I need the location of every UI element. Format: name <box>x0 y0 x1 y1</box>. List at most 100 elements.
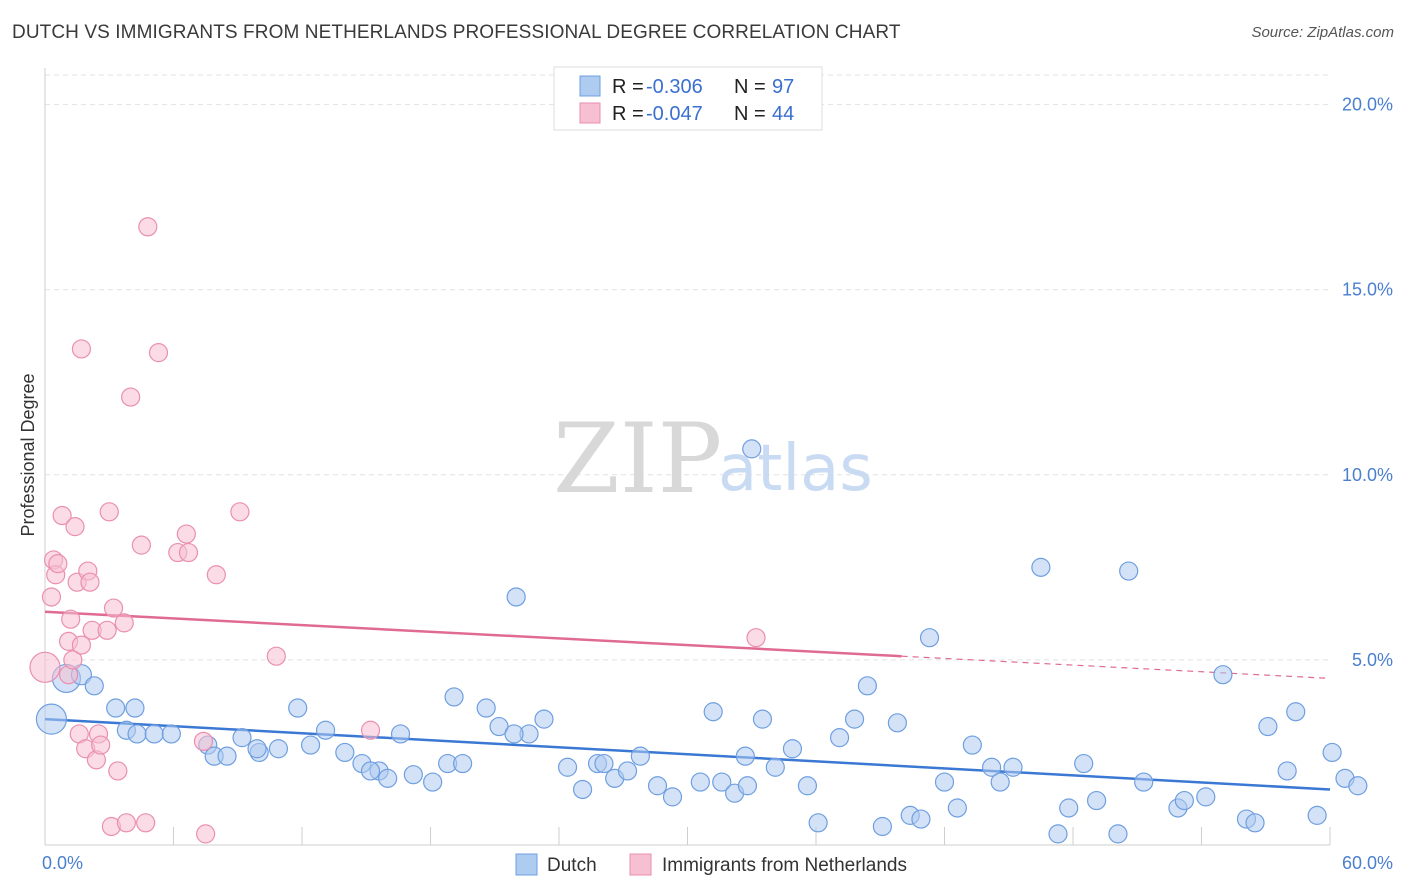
immigrants-point <box>206 565 226 585</box>
immigrants-trend-line <box>44 610 902 658</box>
dutch-point <box>572 779 593 800</box>
dutch-point <box>1048 824 1068 844</box>
dutch-point <box>690 772 710 792</box>
dutch-point <box>453 753 473 774</box>
dutch-point <box>1196 787 1216 807</box>
immigrants-point <box>746 628 766 648</box>
immigrants-point <box>131 535 151 555</box>
dutch-point <box>872 816 892 837</box>
dutch-trend-line <box>44 717 1331 791</box>
dutch-point <box>247 739 267 759</box>
dutch-point <box>300 735 321 755</box>
watermark: ZIP atlas <box>553 403 873 515</box>
dutch-point <box>797 776 818 796</box>
dutch-point <box>703 702 723 722</box>
points-layer <box>29 217 1368 844</box>
immigrants-point <box>193 731 214 751</box>
immigrants-point <box>99 502 119 522</box>
dutch-point <box>919 628 940 648</box>
dutch-point <box>360 761 381 781</box>
watermark-atlas: atlas <box>718 432 873 506</box>
dutch-point <box>232 728 252 748</box>
immigrants-point <box>80 572 100 592</box>
dutch-point <box>1108 824 1128 844</box>
immigrants-point <box>91 735 111 755</box>
dutch-point <box>982 757 1002 777</box>
immigrants-point <box>103 598 124 618</box>
immigrants-point <box>29 651 61 683</box>
dutch-point <box>808 813 828 833</box>
bottom-legend-swatch-immigrants <box>629 853 652 876</box>
dutch-point <box>647 776 668 796</box>
immigrants-point <box>108 761 128 781</box>
bottom-legend-label-dutch: Dutch <box>547 855 597 876</box>
dutch-point <box>1134 772 1154 792</box>
dutch-point <box>1003 757 1023 777</box>
bottom-legend-label-immigrants: Immigrants from Netherlands <box>662 855 907 876</box>
immigrants-point <box>41 587 62 607</box>
dutch-point <box>217 746 237 766</box>
legend-swatch-immigrants <box>579 102 601 124</box>
dutch-point <box>335 742 355 763</box>
x-tick-label: 0.0% <box>42 853 83 873</box>
dutch-point <box>390 724 411 744</box>
dutch-point <box>1059 798 1079 818</box>
dutch-point <box>144 724 164 744</box>
immigrants-point <box>52 505 72 526</box>
watermark-zip: ZIP <box>553 403 722 515</box>
dutch-point <box>947 798 967 818</box>
dutch-point <box>844 709 865 729</box>
immigrants-point <box>48 554 68 574</box>
legend-n-value-immigrants: 44 <box>772 103 794 125</box>
legend-swatch-dutch <box>579 75 601 97</box>
dutch-point <box>476 698 496 718</box>
dutch-point <box>534 709 554 729</box>
dutch-point <box>857 676 878 696</box>
dutch-point <box>1074 753 1094 774</box>
chart-title: DUTCH VS IMMIGRANTS FROM NETHERLANDS PRO… <box>12 22 901 43</box>
dutch-point <box>125 698 145 718</box>
legend-r-label-dutch: R = <box>612 76 644 98</box>
immigrants-point <box>97 620 117 640</box>
immigrants-point <box>196 824 216 844</box>
legend-n-label-immigrants: N = <box>734 103 766 125</box>
immigrants-point <box>116 813 136 833</box>
bottom-legend: Dutch Immigrants from Netherlands <box>515 853 907 876</box>
y-tick-label: 5.0% <box>1352 650 1393 670</box>
dutch-point <box>127 724 147 744</box>
dutch-point <box>161 724 181 744</box>
dutch-point <box>737 776 758 796</box>
dutch-point <box>934 772 955 792</box>
immigrants-point <box>71 339 92 359</box>
dutch-point <box>106 698 126 718</box>
y-tick-label: 15.0% <box>1342 280 1393 300</box>
immigrants-point <box>266 646 286 666</box>
dutch-point <box>617 761 638 781</box>
immigrants-point <box>230 502 250 522</box>
immigrants-point <box>178 542 199 563</box>
legend-n-label-dutch: N = <box>734 76 766 98</box>
immigrants-point <box>360 720 381 740</box>
dutch-point <box>423 772 443 792</box>
dutch-point <box>735 746 755 766</box>
dutch-point <box>268 739 289 759</box>
dutch-point <box>288 698 308 718</box>
dutch-point <box>752 709 773 729</box>
dutch-point <box>1245 813 1265 833</box>
dutch-point <box>1348 776 1368 796</box>
dutch-point <box>557 757 578 777</box>
dutch-point <box>742 439 762 459</box>
dutch-point <box>887 713 907 733</box>
dutch-point <box>911 809 931 829</box>
y-tick-label: 10.0% <box>1342 465 1393 485</box>
dutch-point <box>782 739 803 759</box>
immigrants-point <box>61 609 81 629</box>
immigrants-point <box>65 517 85 537</box>
dutch-point <box>444 687 464 707</box>
dutch-point <box>1174 790 1194 811</box>
immigrants-point <box>63 650 83 670</box>
bottom-legend-swatch-dutch <box>515 853 538 876</box>
dutch-point <box>962 735 982 755</box>
dutch-point <box>504 724 524 744</box>
immigrants-point <box>138 217 158 237</box>
